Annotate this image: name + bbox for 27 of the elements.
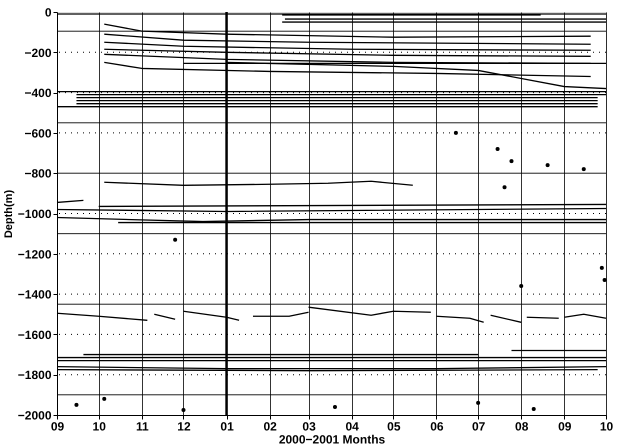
y-axis-title: Depth(m) bbox=[2, 190, 15, 238]
x-tick-label: 09 bbox=[50, 420, 64, 434]
y-tick-label: −1000 bbox=[18, 207, 52, 221]
y-tick-label: −600 bbox=[24, 126, 52, 140]
y-tick-label: −1800 bbox=[18, 368, 52, 382]
y-tick-label: −200 bbox=[24, 46, 52, 60]
y-tick-label: −400 bbox=[24, 86, 52, 100]
y-tick-label: 0 bbox=[44, 6, 52, 20]
x-tick-label: 05 bbox=[387, 420, 401, 434]
x-tick-label: 06 bbox=[430, 420, 444, 434]
x-tick-label: 10 bbox=[92, 420, 106, 434]
x-tick-label: 11 bbox=[136, 420, 149, 434]
x-tick-label: 01 bbox=[220, 420, 234, 434]
x-tick-label: 08 bbox=[515, 420, 529, 434]
x-tick-label: 07 bbox=[472, 420, 486, 434]
y-tick-label: −1400 bbox=[18, 288, 52, 302]
y-tick-label: −800 bbox=[24, 166, 52, 181]
x-axis-title: 2000−2001 Months bbox=[278, 432, 386, 446]
x-tick-label: 10 bbox=[600, 420, 614, 434]
y-tick-label: −2000 bbox=[18, 408, 52, 422]
x-tick-label: 02 bbox=[263, 420, 278, 434]
x-tick-label: 04 bbox=[345, 420, 360, 434]
y-tick-label: −1600 bbox=[18, 328, 52, 342]
y-tick-label: −1200 bbox=[18, 247, 52, 262]
x-tick-label: 09 bbox=[558, 420, 572, 434]
x-tick-label: 12 bbox=[177, 420, 191, 434]
x-tick-label: 03 bbox=[302, 420, 316, 434]
